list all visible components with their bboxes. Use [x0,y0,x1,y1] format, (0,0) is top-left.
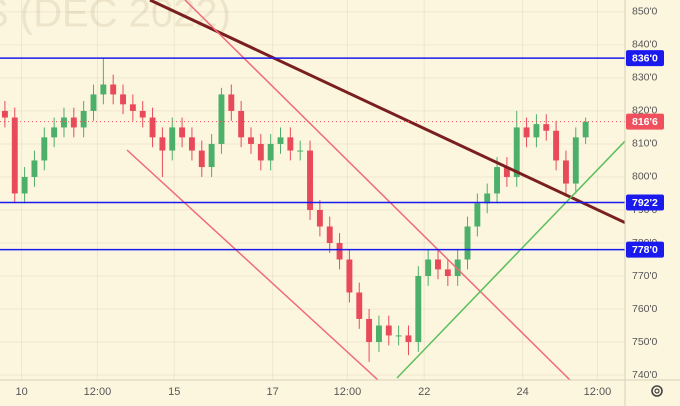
price-badge [626,50,664,67]
candle-body [120,94,126,105]
candle-body [159,137,166,151]
trend-line [149,0,625,225]
candle-body [533,124,540,138]
candle-body [21,176,28,194]
y-tick-label: 840'0 [632,39,658,51]
candle-body [425,259,432,277]
candle-body [562,160,569,184]
candle-body [484,193,491,204]
candle-body [31,160,38,177]
candle-body [297,150,304,152]
candle-body [435,259,441,270]
candle-body [188,137,195,151]
candle-body [454,259,461,277]
candle-body [80,110,87,128]
watermark: S (DEC 2022) [0,0,231,36]
candle-body [464,226,471,260]
candle-body [11,117,18,194]
x-tick-label: 12:00 [584,386,612,398]
x-tick-label: 22 [418,386,430,398]
candle-body [267,143,274,161]
candle-body [513,127,520,177]
candle-body [277,137,284,144]
channel-line [184,0,571,380]
candle-body [110,84,117,95]
candle-body [139,110,146,118]
candle-body [129,104,136,111]
candle-body [228,94,235,111]
candle-body [218,94,225,144]
candle-body [1,110,8,118]
y-tick-label: 830'0 [632,72,658,84]
y-tick-label: 800'0 [632,171,658,183]
candle-body [179,127,186,138]
price-badge [626,113,664,130]
y-tick-label: 770'0 [632,270,658,282]
x-tick-label: 12:00 [334,386,362,398]
candle-body [248,137,254,144]
price-badge [626,241,664,258]
candle-body [503,167,510,177]
price-badge-label: 836'0 [632,52,658,64]
x-tick-label: 24 [517,386,529,398]
candle-body [572,137,579,184]
candle-body [238,110,245,138]
candle-body [444,269,451,277]
channel-line [126,149,379,380]
candle-body [543,124,550,131]
candle-body [336,242,343,260]
y-tick-label: 740'0 [632,369,658,381]
settings-icon[interactable] [651,385,663,397]
candle-body [287,137,294,151]
x-tick-label: 15 [168,386,180,398]
candle-body [395,335,402,337]
price-badge-label: 778'0 [632,244,658,256]
candle-body [474,203,481,227]
candle-body [326,226,333,243]
candle-body [366,318,373,343]
x-tick-label: 12:00 [84,386,112,398]
candle-body [307,150,313,210]
candle-body [582,121,589,138]
support-line [396,140,625,379]
candle-body [41,137,48,161]
candle-body [198,150,205,168]
candle-body [90,94,97,111]
candle-body [100,84,107,95]
candle-body [356,292,363,319]
candle-body [61,117,67,128]
y-tick-label: 810'0 [632,138,658,150]
y-tick-label: 850'0 [632,6,658,18]
candle-body [51,127,58,138]
y-tick-label: 760'0 [632,303,658,315]
x-tick-label: 10 [16,386,28,398]
price-badge-label: 816'6 [632,116,658,128]
candle-body [375,325,382,343]
y-tick-label: 750'0 [632,336,658,348]
candle-body [316,209,323,227]
x-tick-label: 17 [267,386,279,398]
candle-body [415,276,422,343]
candle-body [257,143,264,161]
price-badge [626,194,664,211]
candle-body [208,143,215,168]
candle-body [553,130,560,161]
price-badge-label: 792'2 [632,197,658,209]
candle-body [405,335,412,343]
candle-body [169,127,176,151]
candle-body [494,167,500,194]
candle-body [70,117,77,128]
candle-body [346,259,353,293]
candle-body [385,325,392,336]
candle-body [523,127,530,138]
candle-body [149,117,156,138]
